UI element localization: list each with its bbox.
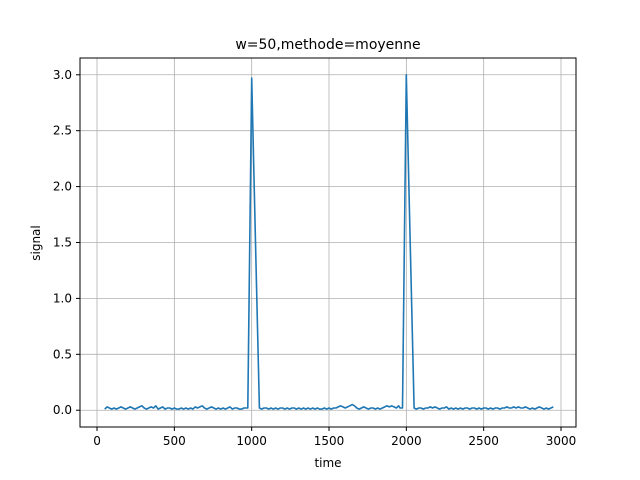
signal-line [104, 74, 554, 410]
x-tick-label: 1500 [314, 434, 345, 448]
x-tick-label: 0 [93, 434, 101, 448]
y-tick-label: 1.5 [53, 236, 72, 250]
y-tick-label: 2.5 [53, 124, 72, 138]
x-tick-label: 500 [163, 434, 186, 448]
x-tick-label: 3000 [546, 434, 577, 448]
ticks: 0 500 1000 1500 2000 2500 3000 0.0 0.5 1.0 1.5 2.0 2… [53, 68, 576, 448]
x-tick-label: 2500 [468, 434, 499, 448]
y-tick-label: 3.0 [53, 68, 72, 82]
y-tick-label: 1.0 [53, 291, 72, 305]
y-tick-label: 0.0 [53, 403, 72, 417]
chart-title: w=50,methode=moyenne [235, 37, 420, 53]
y-tick-label: 0.5 [53, 347, 72, 361]
series-layer [104, 74, 554, 410]
y-axis-label: signal [29, 225, 43, 261]
grid [80, 58, 576, 427]
x-axis-label: time [314, 456, 341, 470]
x-tick-label: 1000 [236, 434, 267, 448]
x-tick-label: 2000 [391, 434, 422, 448]
y-tick-label: 2.0 [53, 180, 72, 194]
